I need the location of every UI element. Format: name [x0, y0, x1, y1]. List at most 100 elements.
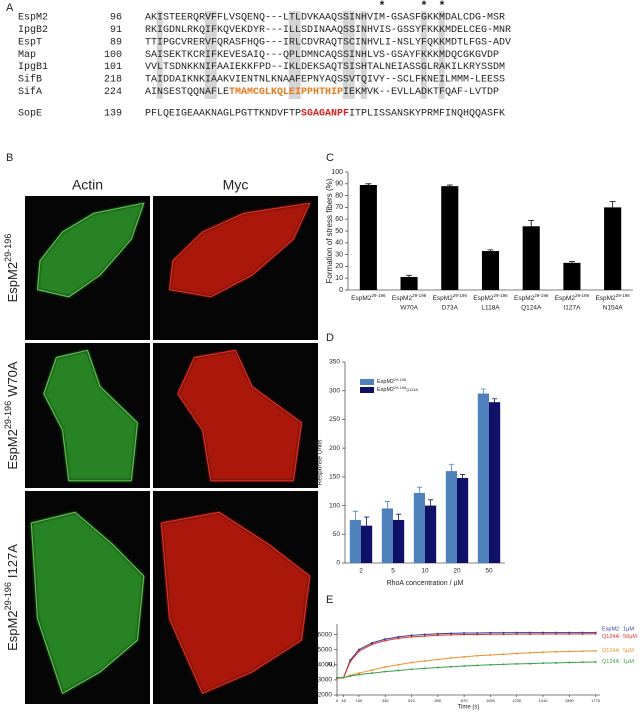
conservation-marker: * — [440, 0, 445, 12]
text-part: EspM2 — [433, 295, 454, 302]
data-point — [410, 668, 413, 671]
data-point — [555, 661, 558, 664]
y-tick-label: 50 — [333, 531, 341, 538]
data-point — [397, 669, 400, 672]
text-part: EspM2 — [351, 295, 372, 302]
text-part: I127A — [5, 544, 20, 578]
series-line — [337, 661, 596, 679]
x-tick-label: N154A — [603, 305, 624, 312]
text-part: Q124A — [602, 659, 619, 665]
data-point — [463, 633, 466, 636]
text-part: EspM2 — [514, 295, 535, 302]
legend-label: Q124A 5µM — [602, 648, 634, 654]
data-point — [581, 661, 584, 664]
cell-edge — [30, 511, 145, 695]
cell-edge — [160, 511, 311, 695]
y-tick-label: 80 — [335, 192, 343, 199]
conserved-column — [342, 11, 349, 99]
conservation-marker: * — [422, 0, 427, 12]
data-point — [371, 643, 374, 646]
row-label: EspM229-196 W70A — [3, 361, 20, 470]
data-point — [336, 676, 338, 679]
panel-label: E — [326, 594, 333, 606]
bar — [489, 402, 501, 563]
x-tick-label: EspM229-196 — [351, 293, 386, 302]
error-bar — [364, 516, 370, 535]
data-point — [357, 650, 360, 653]
y-tick-label: 20 — [335, 263, 343, 270]
error-bar — [396, 513, 402, 527]
error-bar — [487, 249, 494, 252]
legend-swatch — [360, 379, 374, 385]
legend-label: EspM229-196 — [377, 378, 406, 385]
x-tick-label: 50 — [485, 568, 493, 575]
cell — [177, 350, 302, 481]
bar — [441, 186, 459, 290]
panel-label: D — [326, 332, 334, 344]
y-tick-label: 200 — [329, 445, 340, 452]
y-tick-label: 6000 — [318, 631, 333, 638]
x-tick-label: 45 — [341, 698, 346, 703]
legend-label: EspM229-196Q124A — [377, 386, 418, 393]
sequence-name: SopE — [18, 108, 42, 119]
data-point — [423, 633, 426, 636]
x-tick-label: I127A — [563, 305, 581, 312]
text-part: EspM2 — [5, 262, 20, 302]
x-tick-label: EspM229-196 — [555, 293, 590, 302]
data-point — [502, 653, 505, 656]
data-point — [502, 663, 505, 666]
conserved-column — [156, 11, 163, 99]
x-tick-label: 1770 — [591, 698, 601, 703]
x-tick-label: 2 — [359, 568, 363, 575]
y-tick-label: 5000 — [318, 646, 333, 653]
sequence-start: 89 — [110, 37, 122, 48]
y-tick-label: 10 — [335, 275, 343, 282]
data-point — [371, 641, 374, 644]
text-part: 29-196 — [394, 386, 406, 390]
bar — [457, 478, 469, 563]
data-point — [515, 633, 518, 636]
text-part: 29-196 — [616, 293, 631, 298]
conserved-column — [360, 11, 367, 99]
data-point — [436, 634, 439, 637]
data-point — [555, 632, 558, 635]
sequence-segment: RKIGDNLRKQIFKQVEKDYR---ILLSDINAAQSSINHVI… — [145, 25, 511, 36]
data-point — [397, 637, 400, 640]
y-tick-label: 0 — [336, 560, 340, 567]
x-tick-label: W70A — [400, 305, 418, 312]
panel-label: C — [326, 152, 334, 164]
bar — [359, 184, 377, 290]
x-tick-label: 1050 — [486, 698, 496, 703]
sequence-segment: TAIDDAIKNKIAAKVIENTNLKNAAFEPNYAQSSVTQIVY… — [145, 75, 505, 86]
text-part: 29-196 — [494, 293, 509, 298]
sequence-segment: PFLQEIGEAAKNAGLPGTTKNDVFTP — [145, 108, 301, 119]
y-tick-label: 0 — [339, 287, 343, 294]
data-point — [476, 664, 479, 667]
text-part: EspM2 — [602, 627, 619, 633]
sequence-segment: AKISTEERQRVFFLVSQENQ---LTLDVKAAQSSINHVIM… — [145, 13, 505, 24]
error-bar — [406, 274, 413, 278]
error-bar — [384, 501, 390, 516]
text-part: EspM2 — [473, 295, 494, 302]
data-point — [502, 633, 505, 636]
y-tick-label: 150 — [329, 474, 340, 481]
data-point — [449, 656, 452, 659]
conserved-column — [420, 11, 427, 99]
y-tick-label: 100 — [329, 502, 340, 509]
data-point — [515, 652, 518, 655]
data-point — [436, 632, 439, 635]
x-tick-label: EspM229-196 — [514, 293, 549, 302]
data-point — [384, 639, 387, 642]
conservation-marker: * — [380, 0, 385, 12]
y-tick-label: 60 — [335, 216, 343, 223]
data-point — [463, 664, 466, 667]
sequence-name: IpgB1 — [18, 62, 48, 73]
sequence-segment: IEKMVK--EVLLADKTFQAF-LVTDP — [343, 87, 499, 98]
sequence-name: Map — [18, 50, 36, 61]
sequence-segment: TMAMCGLKQLEIPPHTHIP — [229, 87, 343, 98]
text-part: Q124A — [406, 388, 418, 392]
y-tick-label: 300 — [329, 387, 340, 394]
data-point — [371, 669, 374, 672]
bar — [604, 207, 622, 290]
